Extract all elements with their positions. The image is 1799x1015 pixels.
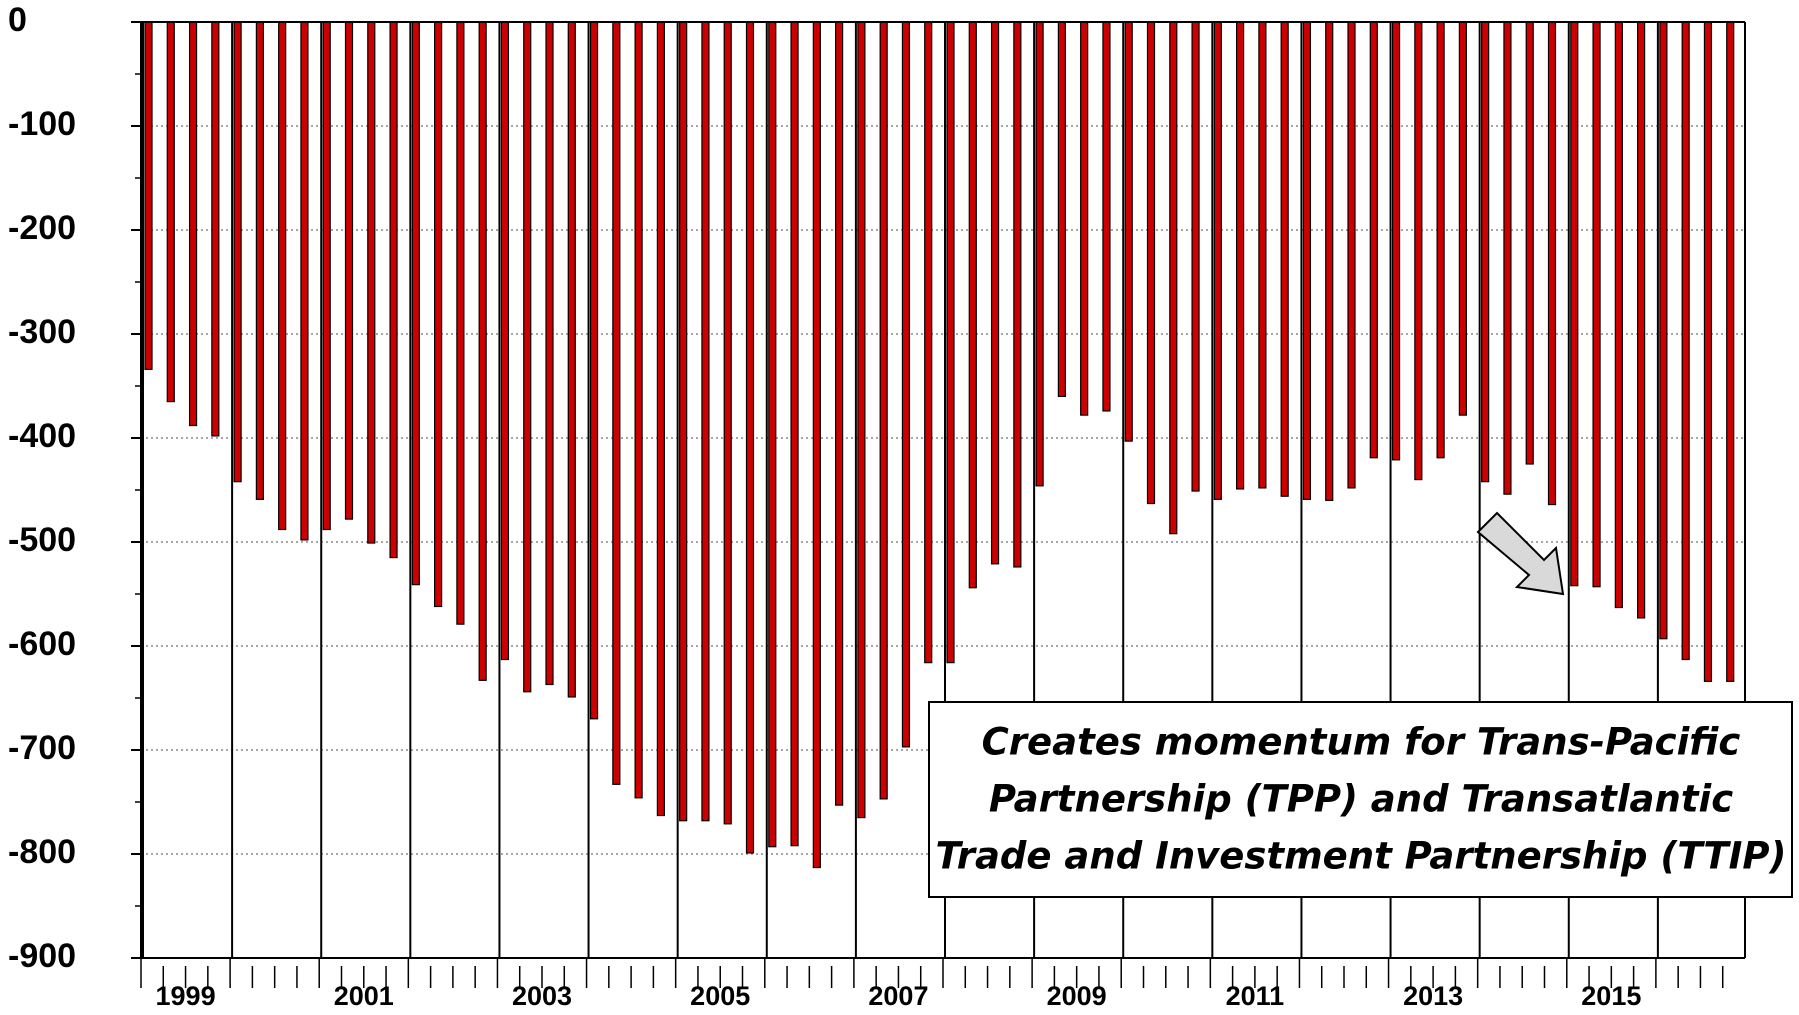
bar (1547, 21, 1557, 506)
bar (924, 21, 933, 664)
bar (1703, 21, 1713, 682)
y-tick-label: -700 (8, 729, 76, 767)
y-tick-label: -600 (8, 625, 76, 663)
bar (434, 21, 443, 608)
bar (1347, 21, 1356, 489)
bar (768, 21, 777, 848)
bar (1191, 21, 1200, 492)
x-tick-label: 2007 (868, 981, 928, 1011)
bar (589, 21, 599, 720)
x-tick-label: 2015 (1581, 981, 1641, 1011)
bar (1637, 21, 1646, 619)
bar (1213, 21, 1222, 500)
bar (679, 21, 688, 822)
bar (1458, 21, 1467, 416)
bar (1391, 21, 1401, 461)
bar (1592, 21, 1601, 588)
bar (968, 21, 977, 589)
bar (946, 21, 955, 664)
annotation: Trade and Investment Partnership (TTIP) (936, 835, 1787, 878)
bar (166, 21, 175, 403)
bar (500, 21, 510, 661)
bar (656, 21, 665, 817)
bar (1258, 21, 1267, 489)
bar (1325, 21, 1334, 501)
bar (567, 21, 576, 698)
bar (1726, 21, 1735, 682)
bar (233, 21, 242, 483)
bar (1481, 21, 1490, 483)
bar (1302, 21, 1312, 500)
bar (278, 21, 287, 531)
annotation: Creates momentum for Trans-Pacific (982, 721, 1741, 764)
bar (1414, 21, 1423, 481)
y-tick-label: -500 (8, 521, 76, 559)
bar (745, 21, 755, 854)
bar (1369, 21, 1378, 459)
y-tick-label: 0 (8, 1, 27, 39)
x-tick-label: 2005 (690, 981, 750, 1011)
bar (790, 21, 799, 847)
x-tick-label: 2009 (1047, 981, 1107, 1011)
y-tick-label: -100 (8, 105, 76, 143)
x-tick-label: 2013 (1403, 981, 1463, 1011)
bar (1659, 21, 1668, 640)
bar (300, 21, 309, 541)
bar (701, 21, 710, 822)
annotation-box (928, 701, 1793, 898)
bar (1525, 21, 1534, 465)
bar (1280, 21, 1289, 497)
bar (344, 21, 354, 520)
bar (1169, 21, 1178, 535)
x-tick-label: 1999 (156, 981, 216, 1011)
bar (1057, 21, 1066, 397)
x-tick-label: 2011 (1226, 981, 1285, 1011)
arrow (1476, 511, 1565, 596)
bar (389, 21, 398, 559)
x-tick-label: 2001 (334, 981, 394, 1011)
y-tick-label: -900 (8, 937, 76, 975)
bar (411, 21, 420, 586)
bar (255, 21, 264, 500)
bar (812, 21, 821, 869)
bar (990, 21, 1000, 565)
bar (1436, 21, 1445, 459)
y-tick-label: -400 (8, 417, 76, 455)
annotation: Partnership (TPP) and Transatlantic (989, 778, 1733, 821)
bar (367, 21, 376, 544)
y-tick-label: -300 (8, 313, 76, 351)
plot-area: 0 -100 -200 -300 -400 -500 -600 -700 -800 -900 199… (8, 1, 1746, 1011)
bar (1102, 21, 1111, 412)
x-tick-label: 2003 (512, 981, 572, 1011)
bar (879, 21, 888, 800)
bar (523, 21, 532, 693)
bar (1013, 21, 1022, 568)
bar (1236, 21, 1245, 490)
y-tick-label: -800 (8, 833, 76, 871)
bar (545, 21, 554, 686)
bar (1080, 21, 1089, 416)
bar (634, 21, 643, 799)
bar (1035, 21, 1044, 487)
bar (188, 21, 198, 427)
bar (1681, 21, 1690, 661)
bar (723, 21, 732, 825)
bar (857, 21, 866, 819)
bar (1503, 21, 1512, 495)
bar (612, 21, 621, 785)
bar (211, 21, 220, 437)
bar (1614, 21, 1623, 609)
bar (1124, 21, 1133, 442)
bar (478, 21, 487, 681)
bar (322, 21, 331, 531)
bar (835, 21, 844, 806)
bar (1146, 21, 1156, 505)
bar (144, 21, 153, 370)
bar (1570, 21, 1579, 587)
bar (901, 21, 911, 748)
bar (456, 21, 465, 625)
y-tick-label: -200 (8, 209, 76, 247)
